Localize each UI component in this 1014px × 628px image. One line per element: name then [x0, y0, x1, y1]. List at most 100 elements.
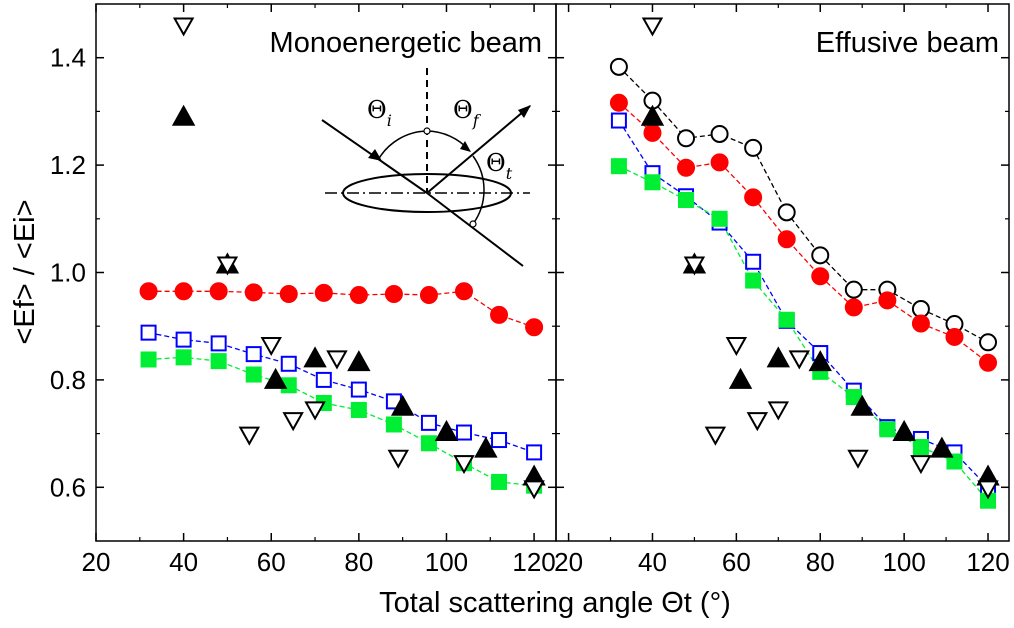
- data-point-square: [350, 401, 367, 418]
- arc-theta-t: [472, 155, 485, 225]
- data-point-circle: [609, 57, 628, 76]
- data-point-square: [745, 272, 762, 289]
- y-tick-label: 1.0: [50, 258, 86, 288]
- data-point-triangle-up: [728, 367, 753, 389]
- data-point-circle: [945, 327, 964, 346]
- data-point-circle: [314, 283, 333, 302]
- data-point-square: [711, 210, 728, 227]
- data-point-circle: [911, 314, 930, 333]
- data-point-triangle-up: [171, 104, 196, 126]
- inset-theta-t-symbol: Θ: [486, 149, 506, 177]
- data-point-triangle-down: [326, 350, 348, 370]
- arc-marker-top: [423, 127, 431, 135]
- scattered-beam: [426, 105, 531, 194]
- data-point-triangle-up: [640, 104, 665, 126]
- inset-theta-i-symbol: Θ: [367, 96, 387, 124]
- data-point-square: [610, 158, 627, 175]
- data-point-square: [245, 366, 262, 383]
- data-points: [139, 17, 1000, 509]
- panel-2-title: Effusive beam: [816, 27, 999, 59]
- data-point-triangle-down: [767, 401, 790, 421]
- data-point-circle: [979, 353, 998, 372]
- series-line-2-4: [618, 165, 989, 502]
- x-tick-label: 100: [882, 547, 925, 577]
- x-tick-label: 20: [82, 547, 111, 577]
- data-point-circle: [139, 282, 158, 301]
- panel-1-frame: [95, 3, 557, 542]
- y-axis-label: <Ef> / <Ei>: [9, 199, 41, 344]
- data-point-square: [879, 421, 896, 438]
- data-point-circle: [677, 158, 696, 177]
- axes-layer: [95, 3, 1010, 542]
- data-point-triangle-up: [390, 394, 415, 416]
- x-tick-label: 120: [966, 547, 1009, 577]
- data-point-triangle-down: [304, 401, 326, 421]
- data-point-circle: [643, 123, 662, 142]
- data-point-square: [526, 444, 543, 461]
- series-line-1-3: [148, 356, 535, 487]
- inset-theta-t: Θt: [486, 149, 513, 183]
- data-point-triangle-up: [474, 436, 498, 458]
- data-point-square: [245, 346, 262, 363]
- data-point-triangle-down: [387, 449, 409, 469]
- data-point-square: [491, 432, 508, 449]
- data-point-triangle-up: [892, 419, 916, 441]
- data-point-circle: [279, 284, 298, 303]
- data-point-triangle-down: [683, 256, 706, 276]
- y-tick-label: 1.4: [50, 43, 86, 73]
- data-point-square: [491, 473, 508, 490]
- x-tick-label: 60: [722, 547, 751, 577]
- data-point-triangle-up: [850, 394, 874, 416]
- inset-theta-t-sub: t: [506, 164, 513, 183]
- x-tick-label: 100: [425, 547, 468, 577]
- extended-incident-line: [426, 192, 524, 267]
- data-point-square: [420, 414, 437, 431]
- scattering-geometry-inset: [321, 68, 531, 267]
- inset-theta-i: Θi: [367, 96, 392, 130]
- data-point-circle: [349, 286, 368, 305]
- data-point-triangle-up: [766, 346, 791, 368]
- y-tick-label: 0.8: [50, 365, 86, 395]
- data-point-triangle-down: [238, 426, 261, 446]
- data-point-circle: [174, 282, 193, 301]
- series-lines: [148, 66, 989, 502]
- data-point-square: [610, 112, 627, 129]
- y-tick-label: 0.6: [50, 472, 86, 502]
- data-point-triangle-down: [260, 336, 282, 357]
- data-point-triangle-down: [847, 449, 869, 469]
- data-point-square: [778, 311, 795, 328]
- inset-theta-i-sub: i: [387, 111, 392, 130]
- data-point-circle: [979, 333, 998, 352]
- x-tick-label: 40: [638, 547, 667, 577]
- data-point-square: [420, 435, 437, 452]
- data-point-square: [845, 389, 862, 406]
- data-point-triangle-up: [347, 350, 371, 372]
- data-point-circle: [777, 230, 796, 249]
- data-point-square: [912, 439, 929, 456]
- incident-arrowhead: [368, 149, 382, 161]
- data-point-circle: [811, 246, 830, 265]
- data-point-triangle-up: [434, 419, 459, 441]
- chart-text: 20 40 60 80 100 120 0.6 0.8 1.0 1.2 1.4 Monoenerget…: [9, 27, 1010, 619]
- arc-theta-i: [377, 130, 428, 161]
- data-point-triangle-up: [263, 367, 288, 389]
- data-point-triangle-up: [930, 436, 954, 458]
- data-point-square: [946, 453, 963, 470]
- arc-f-arrowhead: [460, 141, 471, 152]
- series-line-1-1: [148, 290, 535, 328]
- series-line-2-1: [618, 66, 989, 343]
- data-point-circle: [244, 283, 263, 302]
- data-point-circle: [844, 298, 863, 317]
- x-tick-label: 80: [344, 547, 373, 577]
- data-point-triangle-down: [641, 17, 664, 37]
- data-point-circle: [844, 280, 863, 299]
- data-point-circle: [609, 93, 628, 112]
- data-point-circle: [744, 188, 763, 207]
- panel-2-frame: [555, 3, 1010, 542]
- inset-theta-f-sub: f: [472, 111, 482, 130]
- data-point-square: [315, 371, 332, 388]
- series-line-2-3: [618, 120, 989, 488]
- data-point-triangle-down: [746, 412, 769, 432]
- x-tick-label: 60: [257, 547, 286, 577]
- x-tick-label: 120: [512, 547, 555, 577]
